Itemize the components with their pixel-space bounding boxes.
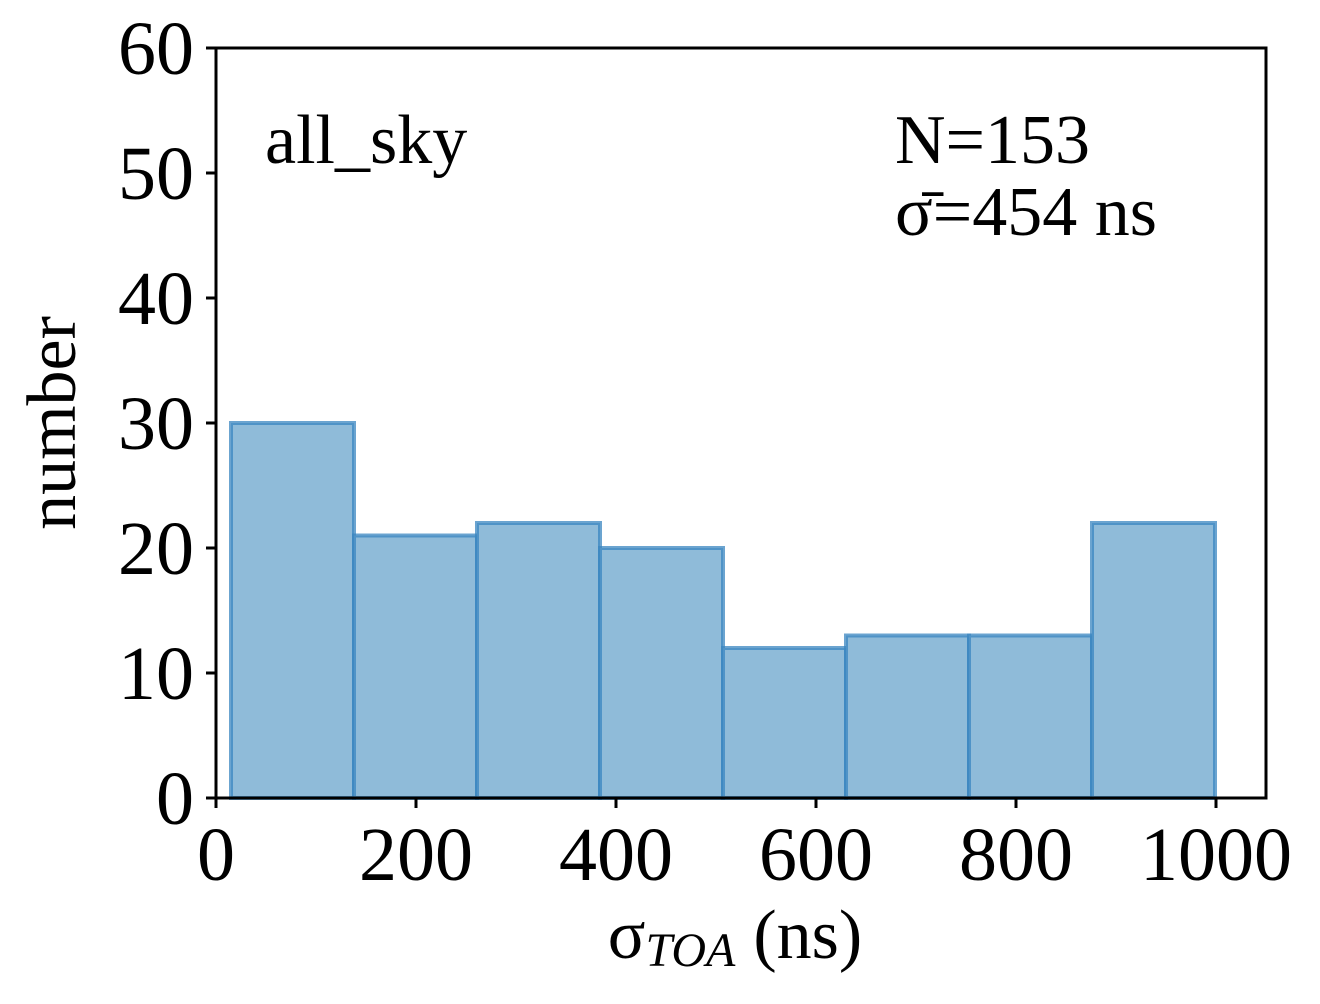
x-tick-label: 400 xyxy=(559,813,673,897)
x-axis-label-symbol: σ xyxy=(608,897,646,974)
x-tick-label: 600 xyxy=(759,813,873,897)
x-tick-label: 1000 xyxy=(1140,813,1292,897)
x-tick-label: 200 xyxy=(359,813,473,897)
y-tick-label: 60 xyxy=(118,7,194,91)
x-tick-label: 800 xyxy=(959,813,1073,897)
y-tick-label: 20 xyxy=(118,507,194,591)
y-tick-label: 40 xyxy=(118,257,194,341)
histogram-bar xyxy=(475,521,602,800)
y-tick-label: 10 xyxy=(118,632,194,716)
histogram-bar xyxy=(721,646,848,800)
histogram-bar xyxy=(844,633,971,800)
x-axis-label-subscript: TOA xyxy=(646,924,736,977)
count-annotation: N=153 xyxy=(895,102,1090,179)
histogram-bar xyxy=(598,546,725,800)
ticks-group: 0 200 400 600 800 1000 0 10 20 30 40 50 60 xyxy=(118,7,1292,897)
y-tick-label: 30 xyxy=(118,382,194,466)
dataset-label: all_sky xyxy=(265,102,467,179)
y-tick-label: 0 xyxy=(156,757,194,841)
histogram-bar xyxy=(229,421,356,800)
histogram-bar xyxy=(967,633,1094,800)
mean-sigma-annotation: σ̄=454 ns xyxy=(895,174,1157,251)
x-tick-label: 0 xyxy=(197,813,235,897)
bars-group xyxy=(229,421,1217,800)
histogram-bar xyxy=(1090,521,1217,800)
histogram-bar xyxy=(352,533,479,800)
y-axis-label: number xyxy=(14,316,91,530)
x-axis-label-unit: (ns) xyxy=(753,897,862,974)
y-tick-label: 50 xyxy=(118,132,194,216)
x-axis-label: σTOA (ns) xyxy=(608,897,862,977)
